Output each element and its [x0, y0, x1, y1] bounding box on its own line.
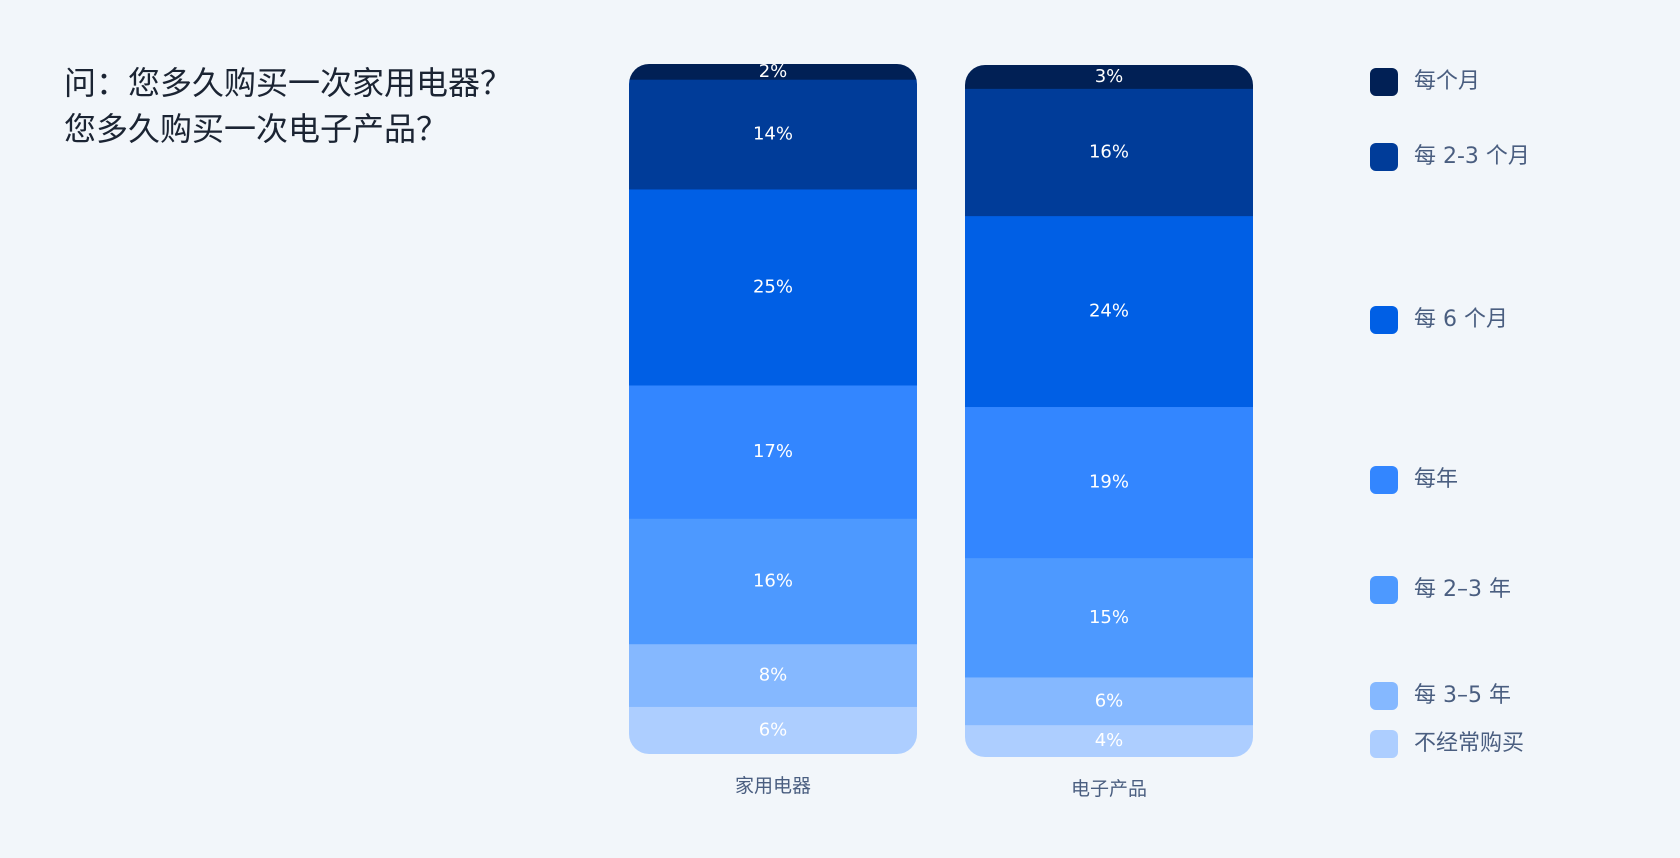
bar-segment — [629, 644, 917, 708]
data-label: 4% — [1095, 730, 1124, 751]
data-label: 6% — [759, 719, 788, 740]
category-label: 电子产品 — [1071, 778, 1147, 800]
legend-label: 每 2-3 个月 — [1414, 144, 1530, 169]
data-label: 14% — [753, 124, 793, 145]
bar-segment — [965, 725, 1253, 757]
bar-segment — [965, 88, 1253, 217]
data-label: 2% — [759, 61, 788, 82]
legend-label: 每 6 个月 — [1414, 307, 1508, 332]
category-label: 家用电器 — [735, 775, 811, 797]
bar-segment — [965, 407, 1253, 559]
legend-label: 每 3–5 年 — [1414, 683, 1511, 708]
legend-swatch — [1370, 682, 1398, 710]
legend-swatch — [1370, 466, 1398, 494]
bar-segment — [629, 189, 917, 386]
data-label: 16% — [753, 571, 793, 592]
data-label: 15% — [1089, 607, 1129, 628]
legend-swatch — [1370, 730, 1398, 758]
bar-group — [965, 65, 1253, 757]
chart-title: 问：您多久购买一次家用电器？ 您多久购买一次电子产品？ — [64, 60, 512, 152]
bar-segment — [965, 558, 1253, 678]
legend-swatch — [1370, 306, 1398, 334]
data-label: 17% — [753, 441, 793, 462]
bar-segment — [629, 518, 917, 645]
data-label: 19% — [1089, 472, 1129, 493]
bar-segment — [965, 677, 1253, 726]
data-label: 3% — [1095, 66, 1124, 87]
bar-segment — [629, 385, 917, 520]
legend-label: 每 2–3 年 — [1414, 577, 1511, 602]
legend-swatch — [1370, 576, 1398, 604]
legend-swatch — [1370, 68, 1398, 96]
data-label: 8% — [759, 665, 788, 686]
bar-segment — [965, 65, 1253, 90]
chart-title-line-1: 问：您多久购买一次家用电器？ — [64, 64, 513, 102]
data-label: 6% — [1095, 690, 1124, 711]
chart-title-line-2: 您多久购买一次电子产品？ — [64, 110, 449, 148]
bar-segment — [629, 706, 917, 754]
legend-label: 每年 — [1414, 467, 1458, 492]
data-label: 25% — [753, 276, 793, 297]
bar-group — [629, 64, 917, 754]
bar-segment — [965, 216, 1253, 408]
bar-segment — [629, 64, 917, 81]
legend-swatch — [1370, 143, 1398, 171]
legend-label: 不经常购买 — [1414, 731, 1524, 756]
data-label: 16% — [1089, 141, 1129, 162]
legend-label: 每个月 — [1414, 69, 1480, 94]
data-label: 24% — [1089, 301, 1129, 322]
bar-segment — [629, 79, 917, 190]
